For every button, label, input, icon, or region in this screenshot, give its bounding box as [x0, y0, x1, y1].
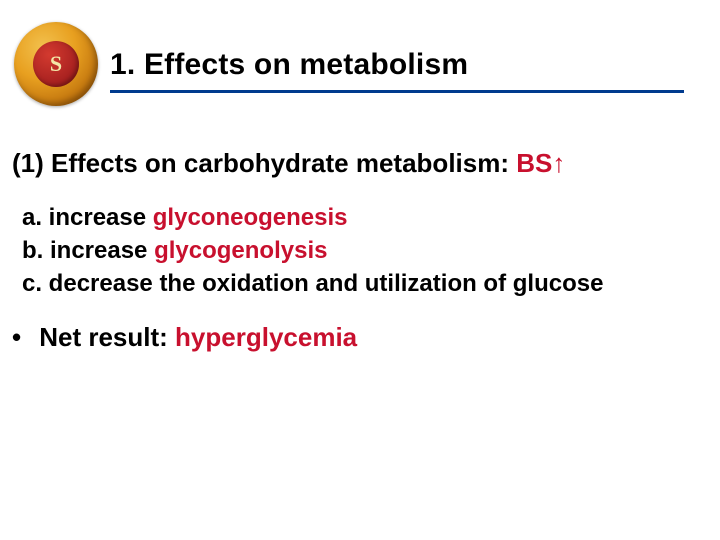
bullet-icon: • — [12, 322, 32, 353]
list-item-a: a. increase glyconeogenesis — [22, 201, 712, 234]
item-b-text: b. increase — [22, 237, 154, 264]
subheading-text: (1) Effects on carbohydrate metabolism: — [12, 148, 516, 178]
seal-outer-ring: S — [14, 22, 98, 106]
subheading-highlight: BS↑ — [516, 148, 565, 178]
item-b-highlight: glycogenolysis — [154, 237, 327, 264]
item-a-highlight: glyconeogenesis — [153, 204, 348, 231]
subheading: (1) Effects on carbohydrate metabolism: … — [12, 148, 712, 179]
seal-letter: S — [50, 51, 62, 77]
slide-title: 1. Effects on metabolism — [110, 48, 684, 90]
university-seal-logo: S — [14, 22, 98, 106]
item-a-text: a. increase — [22, 204, 153, 231]
net-result-label: Net result: — [39, 322, 175, 352]
title-underline — [110, 90, 684, 93]
slide-body: (1) Effects on carbohydrate metabolism: … — [12, 148, 712, 353]
list-item-b: b. increase glycogenolysis — [22, 234, 712, 267]
list-item-c: c. decrease the oxidation and utilizatio… — [22, 267, 712, 300]
seal-inner-circle: S — [33, 41, 79, 87]
net-result-line: • Net result: hyperglycemia — [12, 322, 712, 353]
net-result-highlight: hyperglycemia — [175, 322, 357, 352]
title-block: 1. Effects on metabolism — [110, 48, 684, 93]
